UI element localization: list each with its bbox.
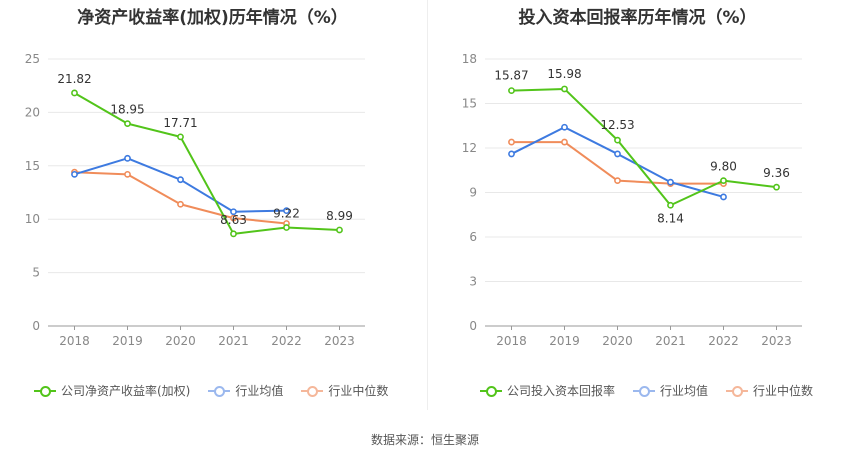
legend-swatch-orange-icon: [726, 384, 749, 398]
data-point: [124, 170, 131, 178]
data-point: [230, 208, 237, 216]
x-tick-label: 2020: [602, 334, 633, 348]
legend-item-company-roic[interactable]: 公司投入资本回报率: [480, 382, 615, 399]
data-point: [773, 183, 780, 191]
legend-swatch-blue-icon: [208, 384, 231, 398]
x-tick-label: 2018: [496, 334, 527, 348]
legend-label: 公司投入资本回报率: [507, 384, 616, 398]
x-tick-label: 2022: [708, 334, 739, 348]
y-tick-label: 0: [32, 319, 40, 333]
legend-label: 行业中位数: [753, 384, 814, 398]
y-tick-label: 0: [469, 319, 477, 333]
data-point: [230, 214, 237, 222]
data-point: [667, 178, 674, 186]
data-label: 8.14: [657, 211, 684, 225]
data-label: 18.95: [110, 103, 144, 117]
x-tick-label: 2023: [324, 334, 355, 348]
data-point: [508, 150, 515, 158]
data-point: [561, 138, 568, 146]
legend-item-industry-mean[interactable]: 行业均值: [208, 382, 283, 399]
x-tick-label: 2019: [112, 334, 143, 348]
left-legend: 公司净资产收益率(加权) 行业均值 行业中位数: [34, 382, 388, 399]
data-point: [124, 154, 131, 162]
data-point: [720, 177, 727, 185]
y-tick-label: 9: [469, 186, 477, 200]
data-label: 17.71: [163, 116, 197, 130]
data-point: [336, 226, 343, 234]
x-tick-label: 2019: [549, 334, 580, 348]
legend-label: 公司净资产收益率(加权): [61, 384, 191, 398]
x-tick-label: 2018: [59, 334, 90, 348]
y-tick-label: 3: [469, 275, 477, 289]
x-tick-label: 2021: [655, 334, 686, 348]
y-tick-label: 18: [462, 52, 477, 66]
data-point: [124, 120, 131, 128]
right-chart-title: 投入资本回报率历年情况（%）: [518, 8, 757, 28]
y-tick-label: 6: [469, 230, 477, 244]
y-tick-label: 15: [25, 159, 40, 173]
data-label: 8.99: [326, 209, 353, 223]
y-tick-label: 10: [25, 212, 40, 226]
y-tick-label: 15: [462, 97, 477, 111]
data-point: [71, 89, 78, 97]
y-tick-label: 25: [25, 52, 40, 66]
data-point: [561, 85, 568, 93]
data-label: 9.22: [273, 207, 300, 221]
series-line-0: [511, 87, 777, 207]
data-label: 8.63: [220, 213, 247, 227]
y-tick-label: 5: [32, 266, 40, 280]
data-point: [720, 193, 727, 201]
data-point: [177, 133, 184, 141]
data-label: 9.36: [763, 166, 790, 180]
x-tick-label: 2020: [165, 334, 196, 348]
data-label: 15.98: [547, 67, 581, 81]
data-point: [283, 224, 290, 231]
legend-item-industry-median[interactable]: 行业中位数: [301, 382, 388, 399]
panel-divider: [427, 0, 428, 410]
series-line-0: [73, 92, 340, 235]
y-tick-label: 20: [25, 105, 40, 119]
data-point: [177, 176, 184, 184]
legend-item-company-roe[interactable]: 公司净资产收益率(加权): [34, 382, 190, 399]
legend-swatch-green-icon: [34, 384, 56, 398]
legend-swatch-orange-icon: [301, 384, 324, 398]
data-point: [230, 230, 237, 238]
legend-swatch-blue-icon: [633, 384, 656, 398]
data-point: [561, 123, 568, 131]
y-tick-label: 12: [462, 141, 477, 155]
right-legend: 公司投入资本回报率 行业均值 行业中位数: [480, 382, 813, 399]
data-point: [283, 207, 290, 215]
legend-label: 行业均值: [660, 384, 709, 398]
chart-canvas: 0 5 10 15 20 25 2018 2019 2020 2021 2022 2023 21.82 1…: [25, 52, 802, 348]
data-label: 21.82: [57, 72, 91, 86]
x-tick-label: 2021: [218, 334, 249, 348]
data-point: [614, 177, 621, 185]
legend-item-industry-mean[interactable]: 行业均值: [633, 382, 708, 399]
data-point: [71, 170, 78, 178]
data-point: [508, 138, 515, 146]
data-label: 12.53: [600, 118, 634, 132]
data-source-note: 数据来源：恒生聚源: [370, 433, 479, 447]
legend-item-industry-median[interactable]: 行业中位数: [726, 382, 813, 399]
x-tick-label: 2022: [271, 334, 302, 348]
data-point: [614, 150, 621, 158]
x-tick-label: 2023: [761, 334, 792, 348]
data-point: [508, 87, 515, 94]
data-point: [614, 136, 621, 144]
data-label: 9.80: [710, 160, 737, 174]
data-point: [177, 200, 184, 208]
legend-swatch-green-icon: [480, 384, 502, 398]
legend-label: 行业均值: [235, 384, 284, 398]
left-chart-title: 净资产收益率(加权)历年情况（%）: [77, 8, 348, 28]
legend-label: 行业中位数: [328, 384, 389, 398]
data-label: 15.87: [494, 69, 528, 83]
data-point: [667, 201, 674, 209]
